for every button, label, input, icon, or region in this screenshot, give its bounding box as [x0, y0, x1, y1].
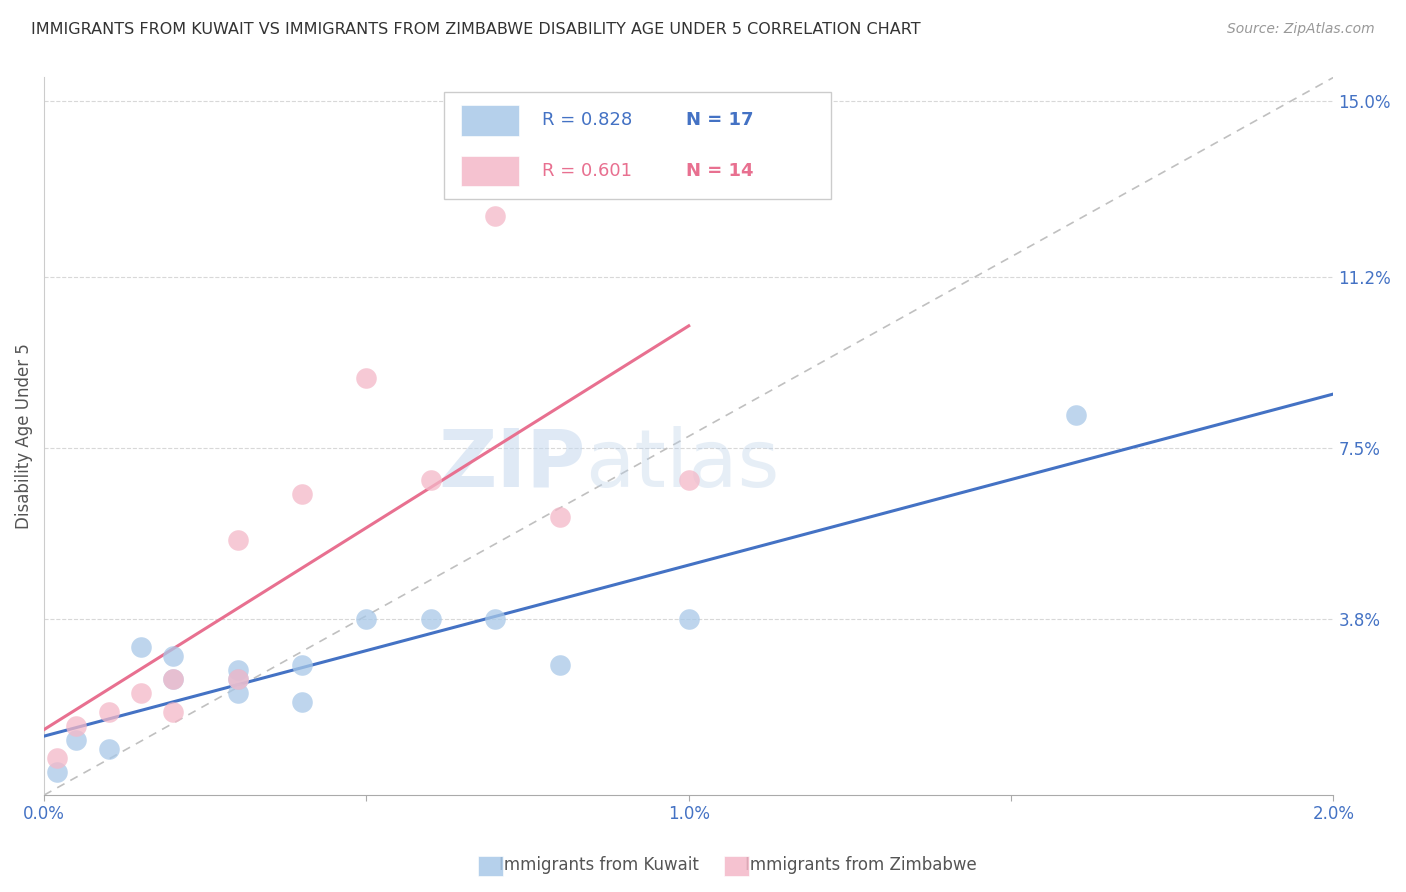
Point: [226, 673, 249, 687]
Point: [419, 473, 441, 487]
Text: N = 17: N = 17: [686, 112, 754, 129]
Point: [65, 732, 87, 747]
Point: [162, 705, 184, 719]
FancyBboxPatch shape: [461, 105, 519, 136]
Point: [129, 640, 152, 654]
FancyBboxPatch shape: [444, 92, 831, 200]
Text: IMMIGRANTS FROM KUWAIT VS IMMIGRANTS FROM ZIMBABWE DISABILITY AGE UNDER 5 CORREL: IMMIGRANTS FROM KUWAIT VS IMMIGRANTS FRO…: [31, 22, 921, 37]
Point: [162, 673, 184, 687]
Point: [226, 686, 249, 700]
Point: [356, 612, 378, 626]
Text: Source: ZipAtlas.com: Source: ZipAtlas.com: [1227, 22, 1375, 37]
Text: N = 14: N = 14: [686, 161, 754, 179]
Point: [97, 705, 120, 719]
Point: [291, 487, 314, 501]
Point: [678, 473, 700, 487]
Point: [129, 686, 152, 700]
Text: atlas: atlas: [586, 426, 780, 504]
Point: [291, 696, 314, 710]
Point: [226, 673, 249, 687]
Point: [162, 673, 184, 687]
Point: [1064, 409, 1087, 423]
Point: [484, 612, 506, 626]
Point: [97, 741, 120, 756]
Y-axis label: Disability Age Under 5: Disability Age Under 5: [15, 343, 32, 529]
Point: [678, 612, 700, 626]
Point: [356, 371, 378, 385]
Text: R = 0.601: R = 0.601: [541, 161, 631, 179]
Point: [419, 612, 441, 626]
Point: [226, 533, 249, 548]
Text: R = 0.828: R = 0.828: [541, 112, 633, 129]
Text: Immigrants from Kuwait: Immigrants from Kuwait: [499, 856, 699, 874]
Point: [46, 751, 69, 765]
Text: Immigrants from Zimbabwe: Immigrants from Zimbabwe: [745, 856, 977, 874]
Point: [226, 663, 249, 677]
Point: [548, 658, 571, 673]
Point: [65, 718, 87, 732]
Point: [291, 658, 314, 673]
Point: [484, 210, 506, 224]
Point: [46, 764, 69, 779]
FancyBboxPatch shape: [461, 156, 519, 186]
Text: ZIP: ZIP: [439, 426, 586, 504]
Point: [162, 649, 184, 664]
Point: [548, 510, 571, 524]
